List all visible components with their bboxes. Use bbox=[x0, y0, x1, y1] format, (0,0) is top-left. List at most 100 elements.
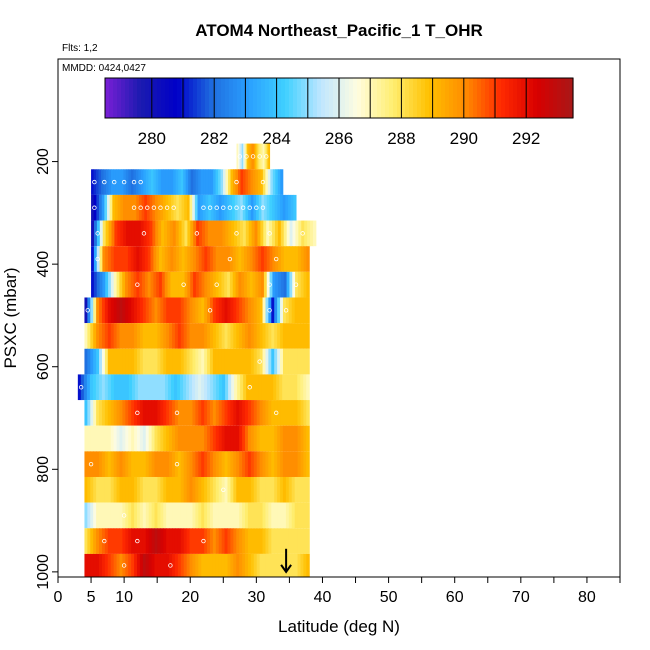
colorbar-swatch bbox=[109, 78, 114, 118]
colorbar-swatch bbox=[509, 78, 514, 118]
heatmap-cell bbox=[224, 553, 228, 577]
heatmap-cell bbox=[104, 476, 109, 503]
heatmap-cell bbox=[231, 374, 235, 401]
heatmap-cell bbox=[160, 400, 164, 426]
heatmap-cell bbox=[212, 323, 217, 349]
heatmap-cell bbox=[128, 400, 132, 426]
heatmap-cell bbox=[172, 425, 176, 452]
heatmap-cell bbox=[253, 528, 258, 554]
colorbar-swatch bbox=[325, 78, 330, 118]
colorbar-swatch bbox=[289, 78, 294, 118]
colorbar-swatch bbox=[377, 78, 382, 118]
colorbar-swatch bbox=[429, 78, 434, 118]
obs-marker bbox=[145, 205, 150, 210]
heatmap-cell bbox=[256, 400, 261, 426]
heatmap-cell bbox=[215, 528, 220, 554]
colorbar-swatch bbox=[457, 78, 462, 118]
heatmap-cell bbox=[253, 425, 258, 452]
heatmap-bands bbox=[77, 143, 317, 577]
heatmap-cell bbox=[258, 194, 262, 221]
heatmap-cell bbox=[101, 528, 106, 554]
heatmap-cell bbox=[177, 476, 182, 503]
obs-marker bbox=[194, 231, 200, 236]
colorbar-swatch bbox=[321, 78, 326, 118]
heatmap-cell bbox=[207, 374, 211, 401]
heatmap-cell bbox=[183, 374, 187, 401]
obs-marker bbox=[267, 231, 272, 236]
heatmap-cell bbox=[158, 169, 162, 195]
colorbar-swatch bbox=[425, 78, 430, 118]
heatmap-cell bbox=[262, 451, 266, 477]
heatmap-cell bbox=[142, 528, 147, 554]
heatmap-cell bbox=[183, 400, 188, 426]
colorbar-swatch bbox=[537, 78, 542, 118]
heatmap-cell bbox=[201, 502, 205, 529]
heatmap-cell bbox=[269, 194, 273, 221]
heatmap-cell bbox=[203, 169, 207, 195]
heatmap-cell bbox=[306, 271, 310, 298]
heatmap-cell bbox=[189, 425, 193, 452]
heatmap-cell bbox=[122, 297, 126, 324]
heatmap-cell bbox=[303, 297, 307, 324]
colorbar-swatch bbox=[293, 78, 298, 118]
heatmap-cell bbox=[192, 323, 196, 349]
heatmap-cell bbox=[163, 451, 167, 477]
heatmap-cell bbox=[166, 323, 170, 349]
heatmap-cell bbox=[280, 348, 284, 375]
heatmap-cell bbox=[245, 348, 249, 375]
obs-marker bbox=[234, 179, 239, 185]
colorbar-tick-label: 286 bbox=[325, 129, 353, 148]
colorbar-swatch bbox=[489, 78, 494, 118]
heatmap-cell bbox=[215, 400, 220, 426]
colorbar-swatch bbox=[501, 78, 506, 118]
obs-marker bbox=[121, 513, 127, 518]
heatmap-cell bbox=[218, 169, 222, 195]
heatmap-cell bbox=[101, 297, 106, 324]
heatmap-cell bbox=[174, 400, 179, 426]
colorbar-swatch bbox=[521, 78, 526, 118]
heatmap-cell bbox=[135, 169, 139, 195]
heatmap-cell bbox=[186, 194, 191, 221]
heatmap-cell bbox=[295, 271, 299, 298]
heatmap-cell bbox=[90, 502, 94, 529]
heatmap-cell bbox=[306, 425, 310, 452]
heatmap-cell bbox=[300, 553, 304, 577]
heatmap-cell bbox=[274, 348, 278, 375]
heatmap-cell bbox=[144, 246, 149, 272]
heatmap-cell bbox=[306, 297, 310, 324]
heatmap-cell bbox=[192, 425, 196, 452]
heatmap-cell bbox=[166, 348, 170, 375]
heatmap-cell bbox=[233, 348, 237, 375]
colorbar-ticks: 280 282 284 286 288 290 292 bbox=[138, 78, 540, 148]
heatmap-cell bbox=[136, 194, 140, 221]
heatmap-cell bbox=[139, 271, 143, 298]
heatmap-cell bbox=[152, 220, 156, 247]
heatmap-cell bbox=[166, 553, 170, 577]
heatmap-cell bbox=[177, 400, 182, 426]
heatmap-cell bbox=[207, 502, 211, 529]
heatmap-cell bbox=[301, 220, 305, 247]
heatmap-cell bbox=[151, 476, 156, 503]
heatmap-cell bbox=[268, 502, 272, 529]
heatmap-cell bbox=[172, 476, 176, 503]
obs-marker bbox=[247, 205, 252, 210]
heatmap-cell bbox=[148, 502, 153, 529]
heatmap-cell bbox=[192, 374, 196, 401]
heatmap-cell bbox=[192, 194, 196, 221]
heatmap-cell bbox=[304, 220, 308, 247]
heatmap-cell bbox=[87, 502, 91, 529]
colorbar-swatch bbox=[477, 78, 482, 118]
heatmap-cell bbox=[125, 528, 129, 554]
heatmap-cell bbox=[239, 400, 243, 426]
heatmap-cell bbox=[233, 297, 237, 324]
heatmap-cell bbox=[92, 374, 97, 401]
heatmap-cell bbox=[105, 220, 110, 247]
heatmap-cell bbox=[236, 502, 240, 529]
heatmap-cell bbox=[101, 348, 106, 375]
heatmap-cell bbox=[230, 476, 234, 503]
heatmap-cell bbox=[204, 476, 208, 503]
colorbar-swatch bbox=[249, 78, 254, 118]
heatmap-cell bbox=[152, 194, 156, 221]
colorbar-swatch bbox=[329, 78, 334, 118]
heatmap-cell bbox=[222, 374, 226, 401]
